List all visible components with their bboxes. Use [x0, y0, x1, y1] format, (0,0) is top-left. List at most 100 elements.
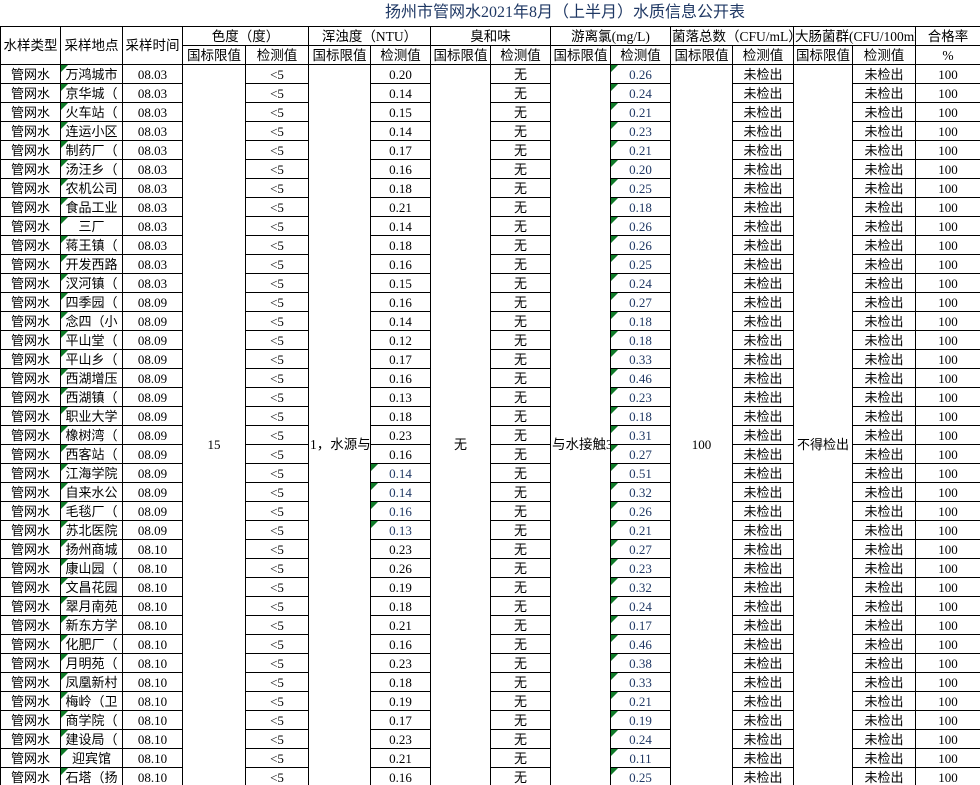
cell-turbidity-measured: 0.18	[370, 596, 431, 616]
cell-sample-site: 平山乡（	[60, 349, 123, 369]
table-row: 管网水 四季园（ 08.09 <5 0.16 无 0.27 未检出 未检出 100	[0, 292, 980, 312]
cell-chroma-measured: <5	[245, 653, 309, 673]
table-row: 管网水 化肥厂（ 08.10 <5 0.16 无 0.46 未检出 未检出 100	[0, 634, 980, 654]
comment-indicator-icon	[611, 540, 618, 547]
table-row: 管网水 念四（小 08.09 <5 0.14 无 0.18 未检出 未检出 100	[0, 311, 980, 331]
cell-sample-type: 管网水	[0, 178, 61, 198]
cell-sample-type: 管网水	[0, 425, 61, 445]
col-odor-measured: 检测值	[490, 45, 551, 65]
cell-sample-time: 08.10	[122, 653, 183, 673]
cell-chroma-measured: <5	[245, 102, 309, 122]
cell-turbidity-measured: 0.14	[370, 311, 431, 331]
cell-chlorine-measured: 0.18	[610, 406, 671, 426]
cell-sample-site: 建设局（	[60, 729, 123, 749]
comment-indicator-icon	[611, 236, 618, 243]
cell-colony-measured: 未检出	[731, 140, 795, 160]
cell-colony-measured: 未检出	[731, 349, 795, 369]
cell-sample-site: 梅岭（卫	[60, 691, 123, 711]
cell-sample-time: 08.10	[122, 729, 183, 749]
cell-coliform-measured: 未检出	[852, 159, 917, 179]
cell-chroma-measured: <5	[245, 406, 309, 426]
cell-turbidity-measured: 0.17	[370, 349, 431, 369]
cell-chroma-measured: <5	[245, 311, 309, 331]
cell-coliform-measured: 未检出	[852, 691, 917, 711]
cell-coliform-measured: 未检出	[852, 710, 917, 730]
cell-chlorine-measured: 0.11	[610, 748, 671, 768]
cell-sample-site: 制药厂（	[60, 140, 123, 160]
cell-pass-rate: 100	[915, 311, 980, 331]
cell-chlorine-measured: 0.25	[610, 178, 671, 198]
cell-chlorine-measured: 0.24	[610, 83, 671, 103]
cell-sample-time: 08.10	[122, 615, 183, 635]
table-row: 管网水 汊河镇（ 08.03 <5 0.15 无 0.24 未检出 未检出 100	[0, 273, 980, 293]
cell-chlorine-measured: 0.26	[610, 64, 671, 84]
cell-coliform-measured: 未检出	[852, 539, 917, 559]
cell-coliform-measured: 未检出	[852, 653, 917, 673]
comment-indicator-icon	[611, 331, 618, 338]
cell-chroma-measured: <5	[245, 197, 309, 217]
cell-turbidity-limit-merged: 1，水源与净水技术条件限制时为3	[308, 64, 371, 785]
comment-indicator-icon	[611, 483, 618, 490]
cell-coliform-measured: 未检出	[852, 140, 917, 160]
comment-indicator-icon	[611, 768, 618, 775]
cell-odor-measured: 无	[490, 463, 551, 483]
cell-turbidity-measured: 0.16	[370, 159, 431, 179]
comment-indicator-icon	[611, 635, 618, 642]
table-body: 管网水万鸿城市08.0315<51，水源与净水技术条件限制时为30.20无无与水…	[0, 64, 980, 785]
col-sample-site: 采样地点	[60, 26, 123, 65]
cell-turbidity-measured: 0.18	[370, 235, 431, 255]
col-pass-rate-unit: %	[915, 45, 980, 65]
col-turbidity-measured: 检测值	[370, 45, 431, 65]
cell-chlorine-measured: 0.24	[610, 273, 671, 293]
cell-chroma-measured: <5	[245, 482, 309, 502]
comment-indicator-icon	[371, 502, 378, 509]
cell-sample-site: 蒋王镇（	[60, 235, 123, 255]
cell-sample-site: 京华城（	[60, 83, 123, 103]
cell-turbidity-measured: 0.16	[370, 767, 431, 785]
table-row: 管网水 西湖增压 08.09 <5 0.16 无 0.46 未检出 未检出 100	[0, 368, 980, 388]
cell-odor-measured: 无	[490, 387, 551, 407]
cell-sample-site: 扬州商城	[60, 539, 123, 559]
cell-sample-time: 08.09	[122, 520, 183, 540]
cell-colony-measured: 未检出	[731, 178, 795, 198]
cell-sample-time: 08.09	[122, 501, 183, 521]
comment-indicator-icon	[61, 350, 68, 357]
cell-colony-measured: 未检出	[731, 292, 795, 312]
comment-indicator-icon	[61, 65, 68, 72]
cell-chroma-measured: <5	[245, 330, 309, 350]
comment-indicator-icon	[611, 464, 618, 471]
comment-indicator-icon	[61, 540, 68, 547]
cell-odor-measured: 无	[490, 330, 551, 350]
cell-colony-measured: 未检出	[731, 482, 795, 502]
cell-sample-type: 管网水	[0, 444, 61, 464]
comment-indicator-icon	[371, 521, 378, 528]
cell-colony-measured: 未检出	[731, 387, 795, 407]
cell-pass-rate: 100	[915, 615, 980, 635]
cell-sample-time: 08.10	[122, 539, 183, 559]
cell-odor-measured: 无	[490, 254, 551, 274]
cell-turbidity-measured: 0.23	[370, 539, 431, 559]
cell-colony-measured: 未检出	[731, 368, 795, 388]
cell-colony-measured: 未检出	[731, 311, 795, 331]
cell-coliform-measured: 未检出	[852, 596, 917, 616]
cell-pass-rate: 100	[915, 349, 980, 369]
cell-pass-rate: 100	[915, 64, 980, 84]
table-row: 管网水 凤凰新村 08.10 <5 0.18 无 0.33 未检出 未检出 100	[0, 672, 980, 692]
cell-sample-site: 农机公司	[60, 178, 123, 198]
cell-chroma-measured: <5	[245, 178, 309, 198]
cell-coliform-measured: 未检出	[852, 748, 917, 768]
cell-odor-measured: 无	[490, 368, 551, 388]
cell-sample-site: 四季园（	[60, 292, 123, 312]
cell-pass-rate: 100	[915, 634, 980, 654]
cell-chroma-measured: <5	[245, 273, 309, 293]
cell-colony-measured: 未检出	[731, 197, 795, 217]
col-group-turbidity: 浑浊度（NTU）	[308, 26, 431, 46]
comment-indicator-icon	[611, 692, 618, 699]
cell-sample-time: 08.09	[122, 368, 183, 388]
cell-chlorine-measured: 0.33	[610, 672, 671, 692]
cell-odor-measured: 无	[490, 121, 551, 141]
cell-colony-measured: 未检出	[731, 425, 795, 445]
cell-sample-time: 08.10	[122, 634, 183, 654]
comment-indicator-icon	[61, 768, 68, 775]
